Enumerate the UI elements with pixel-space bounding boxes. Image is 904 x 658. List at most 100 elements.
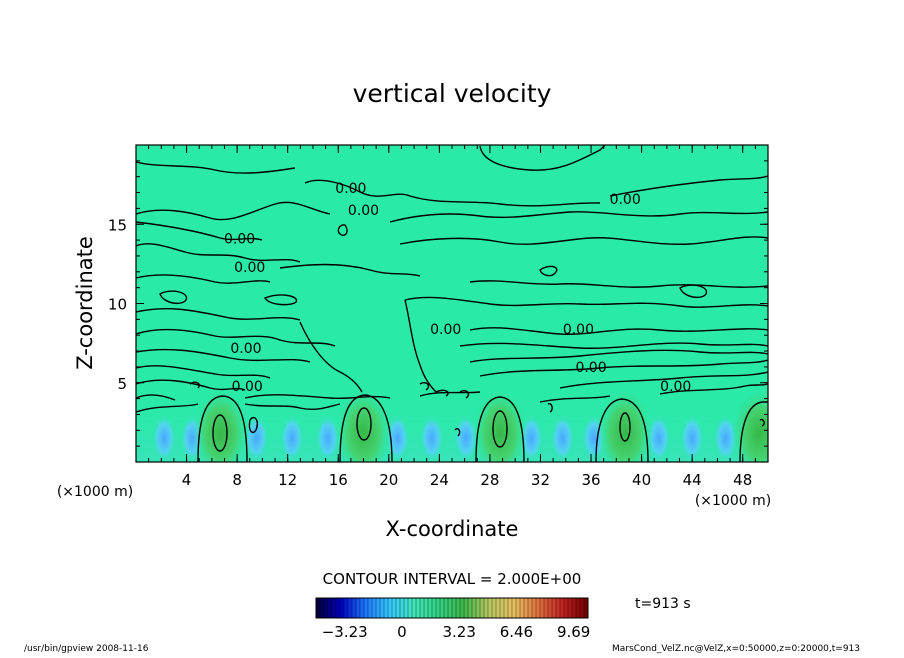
colorbar-cell (452, 598, 457, 618)
contour-label: 0.00 (232, 379, 263, 395)
x-tick-label: 48 (733, 471, 752, 489)
updraft-core-4 (597, 387, 654, 462)
contour-label: 0.00 (348, 203, 379, 219)
contour-lines (136, 145, 768, 462)
x-axis-label: X-coordinate (386, 517, 519, 541)
colorbar-cell (408, 598, 413, 618)
colorbar-cell (548, 598, 553, 618)
contour-label: 0.00 (224, 232, 255, 248)
colorbar-cell (532, 598, 537, 618)
colorbar-tick-label: 6.46 (500, 623, 533, 641)
colorbar-cell (576, 598, 581, 618)
colorbar-cell (368, 598, 373, 618)
colorbar-cell (488, 598, 493, 618)
colorbar-cell (520, 598, 525, 618)
colorbar-cell (528, 598, 533, 618)
colorbar-cell (440, 598, 445, 618)
downdraft-region (550, 414, 575, 462)
y-axis-unit: (×1000 m) (57, 484, 133, 500)
colorbar-cell (380, 598, 385, 618)
contour-label: 0.00 (610, 192, 641, 208)
colorbar-cell (336, 598, 341, 618)
x-tick-label: 44 (683, 471, 702, 489)
colorbar-cell (584, 598, 589, 618)
colorbar-cell (496, 598, 501, 618)
downdraft-region (152, 414, 177, 462)
colorbar-cell (580, 598, 585, 618)
colorbar-frame (315, 597, 589, 619)
colorbar-cell (320, 598, 325, 618)
x-tick-label: 16 (329, 471, 348, 489)
updraft-core-2 (335, 387, 392, 462)
x-tick-label: 4 (182, 471, 192, 489)
x-tick-label: 8 (232, 471, 242, 489)
y-axis-ticks: 5 10 15 (108, 216, 768, 393)
colorbar-cell (516, 598, 521, 618)
contour-label: 0.00 (575, 360, 606, 376)
colorbar-tick-label: 9.69 (557, 623, 590, 641)
colorbar-cell (396, 598, 401, 618)
downdraft-region (280, 414, 305, 462)
colorbar-cell (416, 598, 421, 618)
colorbar-cell (316, 598, 321, 618)
colorbar-cell (448, 598, 453, 618)
y-tick-label: 10 (108, 296, 127, 314)
updraft-core-5 (731, 387, 768, 462)
colorbar-cell (508, 598, 513, 618)
colorbar-cell (372, 598, 377, 618)
x-tick-label: 36 (581, 471, 600, 489)
contour-label: 0.00 (234, 260, 265, 276)
x-tick-label: 40 (632, 471, 651, 489)
colorbar-cell (472, 598, 477, 618)
colorbar-cell (480, 598, 485, 618)
colorbar-cell (412, 598, 417, 618)
colorbar-cell (420, 598, 425, 618)
colorbar-cell (468, 598, 473, 618)
y-axis-label: Z-coordinate (73, 236, 97, 370)
x-tick-label: 20 (379, 471, 398, 489)
colorbar-cell (476, 598, 481, 618)
colorbar-cell (536, 598, 541, 618)
colorbar-cell (432, 598, 437, 618)
colorbar-tick-label: −3.23 (322, 623, 368, 641)
x-tick-label: 24 (430, 471, 449, 489)
contour-label: 0.00 (563, 322, 594, 338)
colorbar-tick-label: 3.23 (442, 623, 475, 641)
downdraft-region (419, 414, 444, 462)
time-label: t=913 s (635, 596, 691, 612)
colorbar-cell (552, 598, 557, 618)
contour-label: 0.00 (660, 379, 691, 395)
footer-left: /usr/bin/gpview 2008-11-16 (24, 644, 149, 654)
colorbar-cell (456, 598, 461, 618)
x-axis-ticks: 4 8 12 16 20 24 28 32 36 40 44 48 (182, 145, 752, 489)
colorbar-cell (404, 598, 409, 618)
downdraft-region (315, 414, 340, 462)
plot-area: 0.00 0.00 0.00 0.00 0.00 0.00 0.00 0.00 0.00 0.00… (135, 144, 769, 463)
downdraft-regions (152, 414, 738, 462)
colorbar-cell (376, 598, 381, 618)
x-tick-label: 12 (278, 471, 297, 489)
colorbar-cell (564, 598, 569, 618)
colorbar-cell (572, 598, 577, 618)
colorbar (315, 598, 589, 618)
y-tick-label: 15 (108, 216, 127, 234)
contour-labels: 0.00 0.00 0.00 0.00 0.00 0.00 0.00 0.00 0.00 0.00… (224, 181, 691, 395)
colorbar-cell (436, 598, 441, 618)
colorbar-cell (492, 598, 497, 618)
colorbar-cell (512, 598, 517, 618)
colorbar-cell (324, 598, 329, 618)
colorbar-cell (484, 598, 489, 618)
updraft-core-3 (472, 387, 529, 462)
downdraft-region (680, 414, 705, 462)
colorbar-cell (388, 598, 393, 618)
colorbar-cell (444, 598, 449, 618)
colorbar-cell (540, 598, 545, 618)
colorbar-cell (424, 598, 429, 618)
colorbar-cell (348, 598, 353, 618)
colorbar-cell (400, 598, 405, 618)
x-tick-label: 28 (480, 471, 499, 489)
colorbar-cell (500, 598, 505, 618)
colorbar-cell (352, 598, 357, 618)
